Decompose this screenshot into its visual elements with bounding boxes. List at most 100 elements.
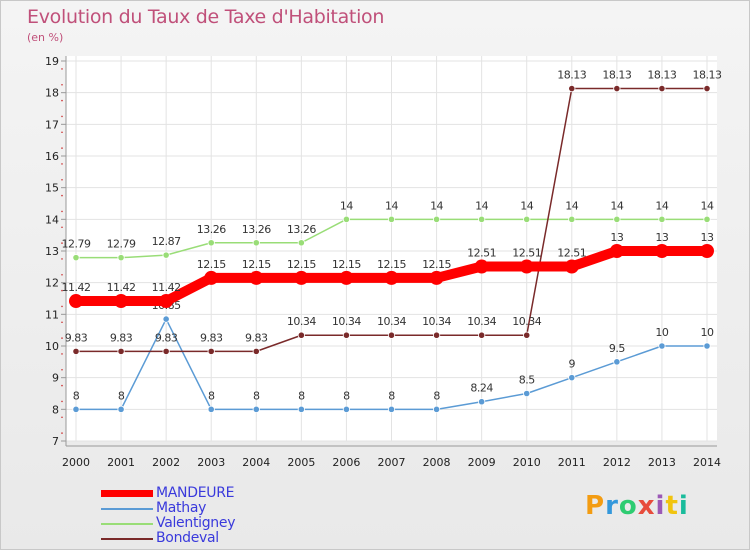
data-label-valentigney: 14: [701, 199, 714, 212]
data-point-valentigney: [703, 215, 711, 223]
data-point-mathay: [117, 405, 125, 413]
data-label-mathay: 8: [433, 389, 440, 402]
y-tick-label: 7: [52, 435, 59, 448]
y-tick-label: 17: [45, 118, 59, 131]
data-point-mathay: [523, 389, 531, 398]
data-label-mathay: 8: [118, 389, 125, 402]
data-label-mathay: 10: [701, 326, 714, 339]
data-label-bondeval: 18.13: [557, 69, 586, 82]
logo-letter: P: [585, 491, 606, 521]
data-point-valentigney: [117, 254, 125, 262]
data-point-mathay: [387, 405, 396, 413]
data-point-mandeure: [339, 270, 354, 285]
y-axis-minor-dot: [61, 115, 63, 118]
data-label-bondeval: 18.13: [602, 69, 631, 82]
data-label-mathay: 9: [569, 358, 576, 371]
data-label-mandeure: 12.15: [197, 258, 226, 271]
data-point-mandeure: [249, 270, 264, 285]
data-point-bondeval: [117, 347, 125, 355]
legend-label-bondeval: Bondeval: [156, 530, 219, 546]
data-point-mandeure: [159, 294, 174, 309]
data-label-bondeval: 18.13: [693, 69, 722, 82]
data-point-mandeure: [294, 270, 309, 285]
x-tick-label: 2014: [693, 456, 721, 469]
data-point-valentigney: [568, 215, 576, 223]
data-label-mathay: 8.24: [470, 382, 493, 395]
data-point-bondeval: [252, 347, 260, 355]
legend-swatch-mandeure: [101, 490, 153, 497]
y-axis-minor-dot: [61, 131, 63, 134]
data-point-mandeure: [204, 270, 219, 285]
data-point-mathay: [658, 342, 666, 350]
data-label-mathay: 9.5: [609, 342, 625, 355]
data-point-valentigney: [478, 215, 486, 223]
data-label-bondeval: 9.83: [65, 331, 88, 344]
data-label-bondeval: 9.83: [110, 331, 133, 344]
y-axis-minor-dot: [61, 210, 63, 213]
y-axis-minor-dot: [61, 305, 63, 308]
data-point-bondeval: [613, 84, 621, 93]
y-axis-minor-dot: [61, 384, 63, 387]
y-axis-minor-dot: [61, 337, 63, 339]
data-label-valentigney: 14: [340, 199, 353, 212]
data-point-mathay: [432, 405, 441, 413]
data-point-mathay: [72, 405, 80, 413]
data-label-valentigney: 14: [565, 199, 578, 212]
chart-title: Evolution du Taux de Taxe d'Habitation: [27, 6, 385, 28]
y-tick-label: 16: [45, 150, 59, 163]
data-point-mandeure: [384, 270, 399, 285]
data-label-mandeure: 12.15: [287, 258, 316, 271]
y-axis-minor-dot: [61, 242, 63, 244]
logo-letter: i: [678, 491, 689, 521]
data-label-bondeval: 10.34: [512, 315, 541, 328]
data-label-valentigney: 14: [430, 199, 443, 212]
proxiti-logo: Proxiti: [585, 491, 689, 521]
logo-letter: x: [637, 491, 656, 521]
y-tick-label: 12: [45, 277, 59, 290]
x-tick-label: 2009: [468, 456, 496, 469]
legend-swatch-mathay: [101, 508, 153, 510]
data-label-valentigney: 12.79: [107, 238, 136, 251]
data-label-mandeure: 13: [610, 231, 623, 244]
logo-letter: r: [605, 491, 619, 521]
y-axis-minor-dot: [61, 99, 63, 102]
data-point-valentigney: [252, 239, 260, 247]
x-tick-label: 2001: [107, 456, 135, 469]
data-point-mandeure: [654, 244, 669, 258]
y-axis-minor-dot: [61, 353, 63, 355]
logo-letter: o: [618, 491, 638, 521]
data-label-bondeval: 10.34: [422, 315, 451, 328]
data-label-bondeval: 10.34: [377, 315, 406, 328]
data-label-bondeval: 9.83: [245, 331, 268, 344]
data-point-bondeval: [568, 84, 576, 93]
logo-letter: i: [655, 491, 666, 521]
x-tick-label: 2012: [603, 456, 631, 469]
data-point-valentigney: [72, 254, 80, 262]
data-label-bondeval: 9.83: [155, 331, 178, 344]
x-tick-label: 2010: [513, 456, 541, 469]
data-label-bondeval: 10.34: [467, 315, 496, 328]
line-chart: 7 8 9 10 11 12 13 14 15 16 17 18 19 2000 2001 2002 2003 2…: [45, 55, 722, 469]
data-label-mathay: 8: [388, 389, 395, 402]
data-label-mathay: 8: [298, 389, 305, 402]
y-axis-minor-dot: [61, 289, 63, 292]
data-point-mandeure: [564, 259, 579, 274]
y-tick-label: 18: [45, 87, 59, 100]
data-label-valentigney: 13.26: [287, 223, 316, 236]
data-label-valentigney: 14: [520, 199, 533, 212]
y-axis-minor-dot: [61, 163, 63, 165]
data-point-bondeval: [387, 331, 396, 339]
y-axis-minor-dot: [61, 258, 63, 260]
x-tick-label: 2000: [62, 456, 90, 469]
data-point-valentigney: [342, 215, 351, 223]
data-point-bondeval: [72, 347, 80, 355]
data-label-mandeure: 13: [655, 231, 668, 244]
logo-letter: t: [665, 491, 679, 521]
y-axis-minor-dot: [61, 68, 63, 70]
data-label-mathay: 8: [73, 389, 80, 402]
data-point-mandeure: [429, 270, 444, 285]
y-tick-label: 19: [45, 55, 59, 68]
x-tick-label: 2005: [287, 456, 315, 469]
y-tick-label: 11: [45, 308, 59, 321]
